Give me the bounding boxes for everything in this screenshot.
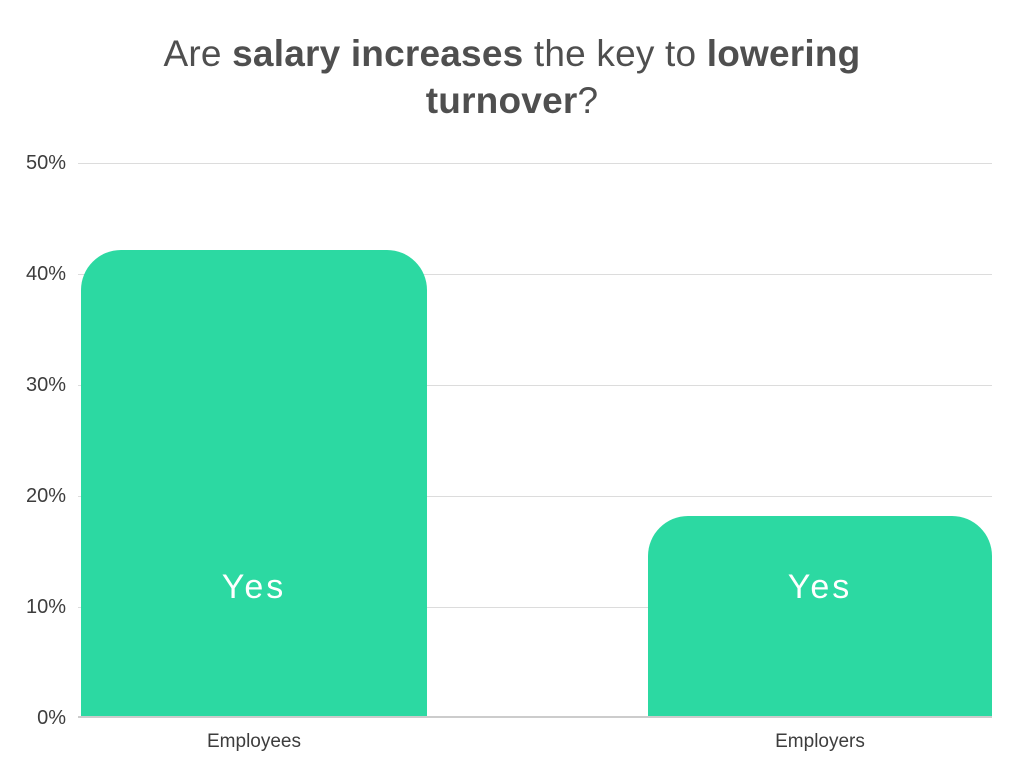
gridline-0 <box>78 716 992 718</box>
gridline-40 <box>78 274 992 275</box>
y-axis-tick-label: 0% <box>37 707 66 729</box>
x-axis-category-label: Employees <box>207 731 301 752</box>
gridline-30 <box>78 385 992 386</box>
y-axis-tick-label: 40% <box>25 263 66 285</box>
bar-label-employees: Yes <box>221 567 287 606</box>
chart-title: Are salary increases the key to lowering… <box>0 30 1024 124</box>
title-segment: turnover <box>425 80 578 121</box>
bar-employees: Yes <box>81 249 427 716</box>
gridline-50 <box>78 163 992 164</box>
x-axis-category-label: Employers <box>775 731 865 752</box>
chart-title-line: turnover? <box>0 77 1024 124</box>
bar-employers: Yes <box>648 516 992 716</box>
title-segment: salary increases <box>232 33 524 74</box>
chart-title-line: Are salary increases the key to lowering <box>0 30 1024 77</box>
gridline-10 <box>78 607 992 608</box>
title-segment: Are <box>163 33 233 74</box>
y-axis-tick-label: 30% <box>25 374 66 396</box>
y-axis-tick-label: 10% <box>25 596 66 618</box>
title-segment: ? <box>577 80 599 121</box>
gridline-20 <box>78 496 992 497</box>
y-axis-tick-label: 20% <box>25 485 66 507</box>
title-segment: lowering <box>706 33 861 74</box>
bar-label-employers: Yes <box>787 567 853 606</box>
y-axis-tick-label: 50% <box>25 152 66 174</box>
title-segment: the key to <box>523 33 707 74</box>
